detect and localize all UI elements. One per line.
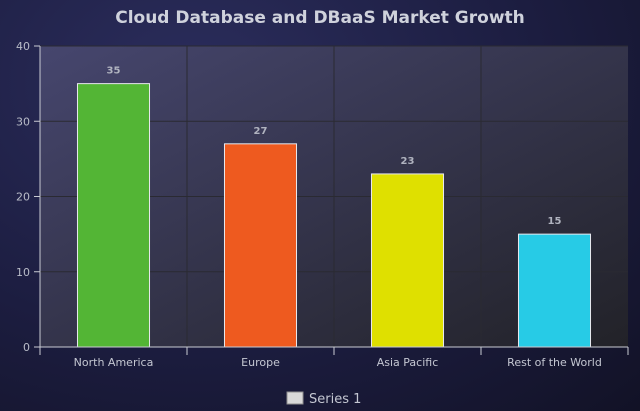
axes [34, 45, 629, 355]
x-category-labels: North America Europe Asia Pacific Rest of t… [74, 356, 602, 369]
bar-asia-pacific[interactable] [370, 173, 445, 348]
data-labels: 35 27 23 15 [107, 66, 562, 228]
legend-label-series-1[interactable]: Series 1 [309, 392, 361, 407]
y-tick-label-10: 10 [16, 266, 30, 279]
data-label-europe: 27 [254, 126, 268, 137]
legend-swatch[interactable] [286, 391, 304, 405]
y-tick-label-30: 30 [16, 115, 30, 128]
bar-europe[interactable] [223, 143, 298, 348]
data-label-north-america: 35 [107, 66, 121, 77]
bar-rest-of-the-world[interactable] [517, 233, 592, 348]
bar-north-america[interactable] [76, 83, 151, 348]
y-tick-label-0: 0 [23, 341, 30, 354]
y-tick-label-20: 20 [16, 191, 30, 204]
category-label-north-america: North America [74, 356, 154, 369]
category-label-europe: Europe [241, 356, 280, 369]
y-tick-labels: 0 10 20 30 40 [16, 40, 30, 354]
category-label-rest-of-the-world: Rest of the World [507, 356, 602, 369]
category-label-asia-pacific: Asia Pacific [377, 356, 439, 369]
data-label-asia-pacific: 23 [401, 156, 415, 167]
chart-title: Cloud Database and DBaaS Market Growth [115, 8, 525, 28]
y-tick-label-40: 40 [16, 40, 30, 53]
legend[interactable]: Series 1 [286, 391, 361, 407]
data-label-rest-of-the-world: 15 [548, 216, 562, 227]
